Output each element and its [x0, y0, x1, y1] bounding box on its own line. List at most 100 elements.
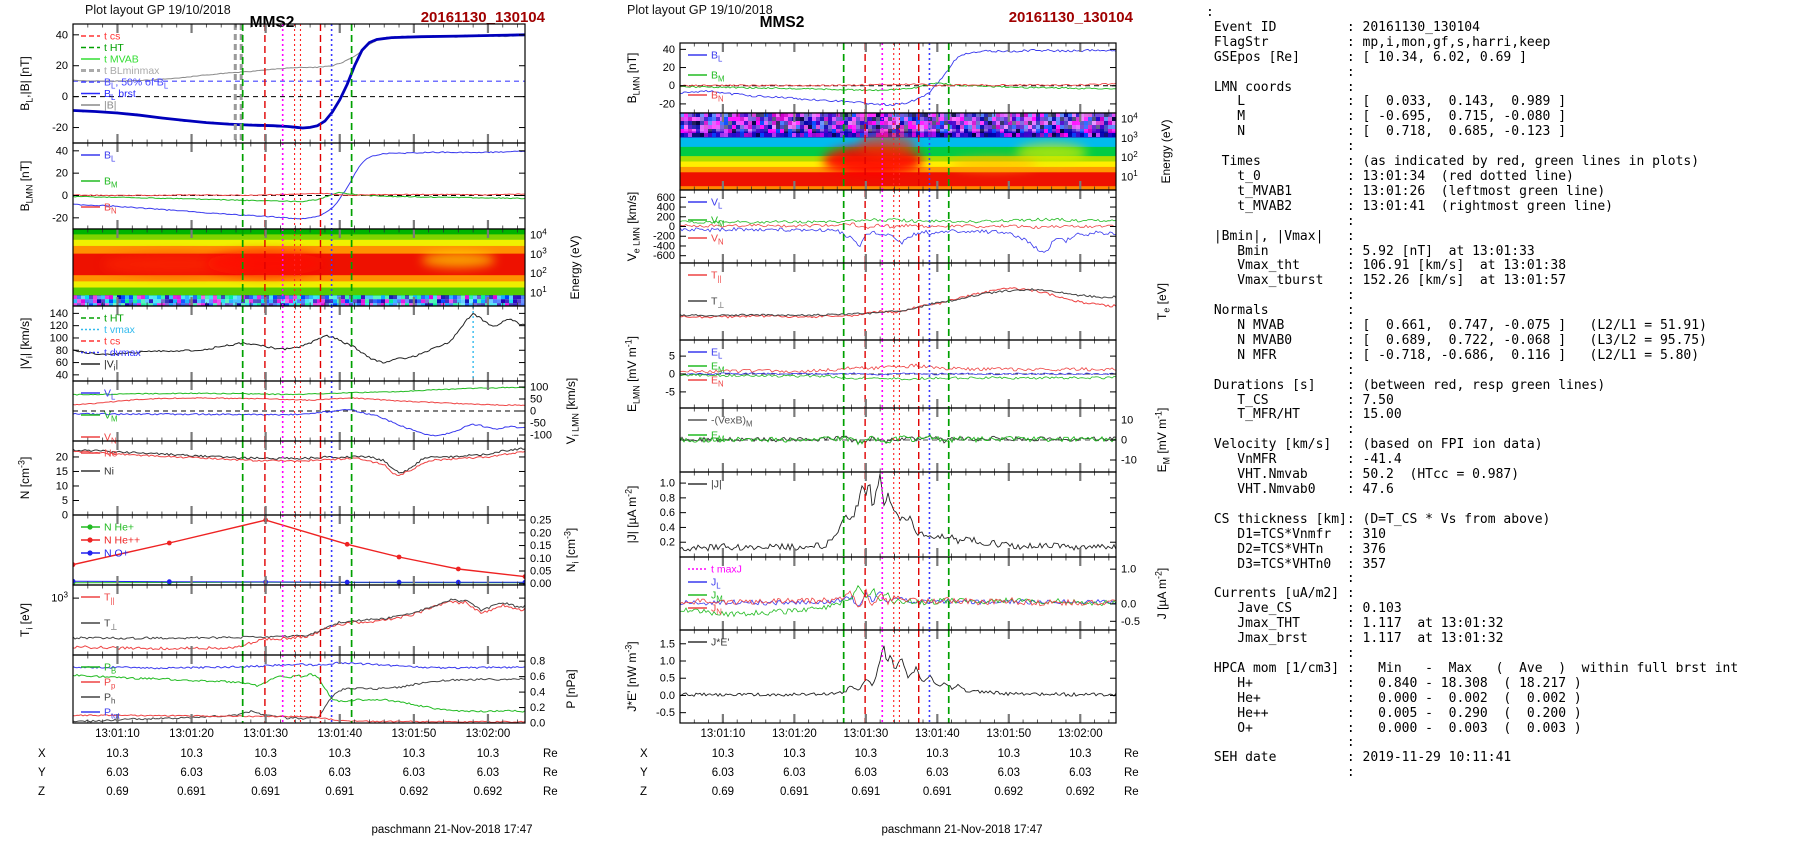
spectrogram-noise-cell: [828, 133, 832, 137]
spectrogram-noise-cell: [1052, 121, 1056, 125]
spectrogram-noise-cell: [333, 295, 337, 300]
y-tick-label: -0.5: [656, 707, 675, 719]
spectrogram-noise-cell: [181, 303, 185, 306]
spectrogram-noise-cell: [848, 133, 852, 137]
time-tick-label: 13:01:30: [843, 728, 888, 740]
legend: T|| T⊥: [81, 592, 117, 631]
spectrogram-noise-cell: [309, 303, 313, 306]
spectrogram-noise-cell: [1004, 129, 1008, 133]
spectrogram-noise-cell: [988, 129, 992, 133]
spectrogram-noise-cell: [293, 299, 297, 304]
y-axis-title: Ti [eV]: [18, 603, 34, 637]
panel-frame: [72, 440, 526, 516]
spectrogram-noise-cell: [976, 121, 980, 125]
y-tick-label: 100: [50, 332, 68, 344]
info-line: :: [1206, 571, 1355, 587]
spectrogram-noise-cell: [225, 303, 229, 306]
legend-label: BM: [711, 70, 725, 84]
info-line: N MVAB : [ 0.661, 0.747, -0.075 ] (L2/L1…: [1206, 318, 1707, 334]
y-axis-title-right: Energy (eV): [568, 235, 582, 299]
panel-content: [680, 113, 1116, 190]
spectrogram-noise-cell: [253, 299, 257, 304]
spectrogram-noise-cell: [868, 129, 872, 133]
panel-content: [73, 381, 525, 441]
spectrogram-noise-cell: [888, 117, 892, 121]
panel-frame: [72, 584, 526, 656]
spectrogram-noise-cell: [1080, 117, 1084, 121]
spectrogram-noise-cell: [285, 295, 289, 300]
figure-title: Plot layout GP 19/10/2018: [85, 3, 231, 17]
spectrogram-noise-cell: [1012, 113, 1016, 117]
spectrogram-noise-cell: [277, 295, 281, 300]
spectrogram-noise-cell: [493, 303, 497, 306]
panel-content: [680, 43, 1116, 113]
spectrogram-noise-cell: [852, 129, 856, 133]
panel-content: [73, 515, 525, 585]
series-Teperp: [680, 288, 1116, 317]
info-line: Jmax_THT : 1.117 at 13:01:32: [1206, 616, 1504, 632]
spectrogram-noise-cell: [700, 117, 704, 121]
spectrogram-noise-cell: [880, 129, 884, 133]
spectrogram-noise-cell: [844, 117, 848, 121]
legend-label: VL: [711, 197, 723, 211]
spectrogram-noise-cell: [936, 121, 940, 125]
info-line: |Bmin|, |Vmax| :: [1206, 228, 1355, 244]
info-line: Durations [s] : (between red, resp green…: [1206, 377, 1606, 393]
spectrogram-noise-cell: [956, 121, 960, 125]
series-BL: [73, 33, 525, 130]
y-tick-label-right: 0: [1121, 435, 1127, 447]
spectrogram-noise-cell: [1084, 117, 1088, 121]
coord-value: 0.691: [251, 786, 280, 798]
spectrogram-noise-cell: [824, 125, 828, 129]
spectrogram-noise-cell: [964, 133, 968, 137]
spectrogram-noise-cell: [505, 299, 509, 304]
spectrogram-noise-cell: [800, 129, 804, 133]
legend-label: VN: [711, 233, 724, 247]
spectrogram-noise-cell: [245, 299, 249, 304]
spectrogram-noise-cell: [716, 125, 720, 129]
spectrogram-noise-cell: [976, 117, 980, 121]
spectrogram-noise-cell: [153, 295, 157, 300]
spectrogram-noise-cell: [1112, 129, 1116, 133]
spectrogram-noise-cell: [932, 121, 936, 125]
spectrogram-noise-cell: [800, 117, 804, 121]
spectrogram-noise-cell: [1080, 133, 1084, 137]
spectrogram-noise-cell: [465, 295, 469, 300]
spectrogram-noise-cell: [1040, 133, 1044, 137]
spectrogram-noise-cell: [1028, 117, 1032, 121]
spectrogram-noise-cell: [796, 125, 800, 129]
figure-left-figure: Plot layout GP 19/10/2018 MMS2 20161130_13…: [16, 3, 582, 836]
spectrogram-noise-cell: [788, 113, 792, 117]
info-line: D1=TCS*Vnmfr : 310: [1206, 526, 1387, 542]
spectrogram-noise-cell: [800, 121, 804, 125]
spectrogram-noise-cell: [852, 133, 856, 137]
spectrogram-noise-cell: [449, 295, 453, 300]
spectrogram-noise-cell: [984, 117, 988, 121]
spectrogram-noise-cell: [808, 113, 812, 117]
spectrogram-noise-cell: [932, 125, 936, 129]
spectrogram-noise-cell: [113, 295, 117, 300]
spectrogram-noise-cell: [265, 303, 269, 306]
spectrogram-noise-cell: [772, 117, 776, 121]
spectrogram-noise-cell: [1092, 129, 1096, 133]
spectrogram-noise-cell: [1096, 129, 1100, 133]
spectrogram-noise-cell: [1056, 113, 1060, 117]
spectrogram-noise-cell: [924, 129, 928, 133]
spectrogram-noise-cell: [844, 125, 848, 129]
spectrogram-band: [73, 281, 525, 289]
spectrogram-noise-cell: [780, 129, 784, 133]
spectrogram-noise-cell: [880, 125, 884, 129]
spectrogram-noise-cell: [928, 125, 932, 129]
panel-frame: [72, 305, 526, 382]
spectrogram-noise-cell: [1028, 133, 1032, 137]
spectrogram-noise-cell: [441, 303, 445, 306]
spectrogram-noise-cell: [824, 121, 828, 125]
spectrogram-noise-cell: [73, 303, 77, 306]
spectrogram-noise-cell: [429, 299, 433, 304]
spectrogram-noise-cell: [353, 295, 357, 300]
spectrogram-noise-cell: [996, 113, 1000, 117]
spectrogram-noise-cell: [1020, 113, 1024, 117]
spectrogram-noise-cell: [345, 303, 349, 306]
spectrogram-noise-cell: [101, 295, 105, 300]
